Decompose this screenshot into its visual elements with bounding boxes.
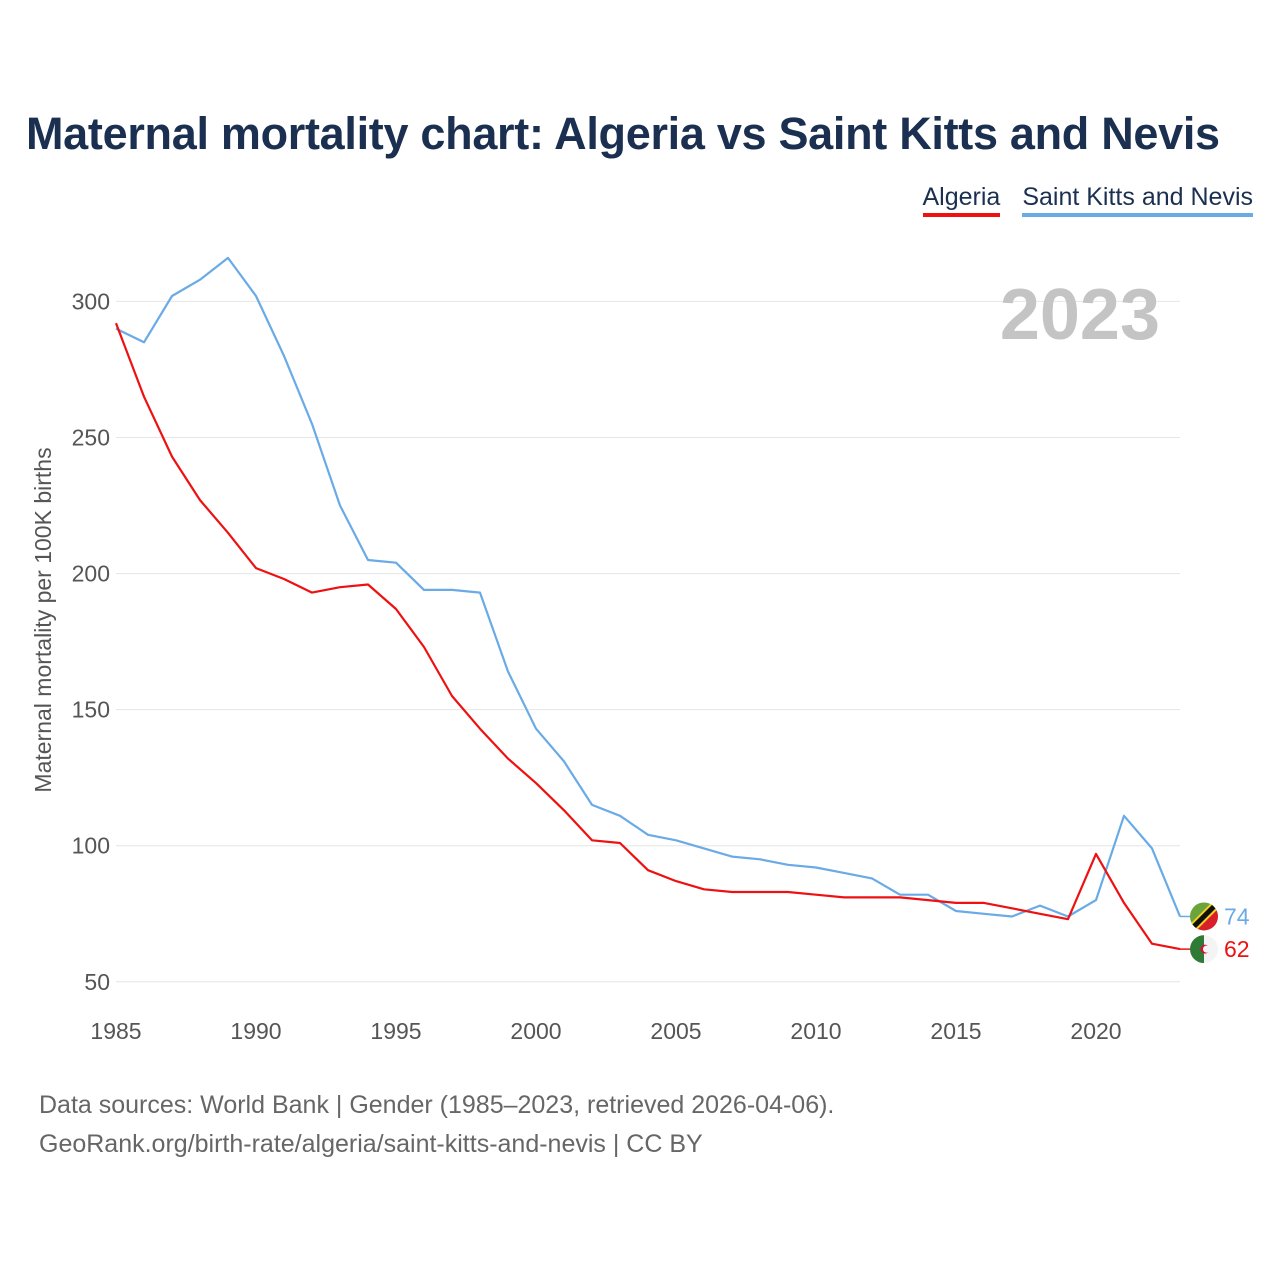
x-tick-label: 2015 (930, 1018, 981, 1044)
end-value-label: 74 (1224, 903, 1250, 929)
y-tick-label: 250 (72, 425, 110, 451)
series-line-saint-kitts-and-nevis[interactable] (115, 256, 1182, 918)
year-watermark: 2023 (1000, 275, 1160, 355)
x-tick-label: 2005 (650, 1018, 701, 1044)
y-tick-label: 200 (72, 561, 110, 587)
legend-item-algeria[interactable]: Algeria (922, 183, 1001, 217)
series-saint-kitts-and-nevis (115, 256, 1182, 918)
x-tick-label: 2000 (510, 1018, 561, 1044)
source-line-1: Data sources: World Bank | Gender (1985–… (39, 1091, 835, 1119)
line-chart: 50 100 150 200 250 300 1985 1990 1995 2000 2005 20… (30, 256, 1250, 1044)
y-axis-ticks: 50 100 150 200 250 300 (72, 288, 110, 994)
series-line-algeria[interactable] (114, 322, 1181, 951)
series-algeria (114, 322, 1181, 951)
y-axis-label: Maternal mortality per 100K births (30, 447, 56, 792)
x-tick-label: 1985 (90, 1018, 141, 1044)
gridlines (116, 300, 1180, 983)
y-tick-label: 150 (72, 697, 110, 723)
y-tick-label: 100 (72, 833, 110, 859)
x-tick-label: 1990 (230, 1018, 281, 1044)
legend-item-saint-kitts-and-nevis[interactable]: Saint Kitts and Nevis (1022, 183, 1253, 217)
y-tick-label: 300 (72, 288, 110, 314)
x-tick-label: 2020 (1070, 1018, 1121, 1044)
source-note: Data sources: World Bank | Gender (1985–… (39, 1086, 834, 1164)
x-tick-label: 1995 (370, 1018, 421, 1044)
saint-kitts-and-nevis-flag-icon (1190, 902, 1218, 931)
legend: Algeria Saint Kitts and Nevis (922, 183, 1253, 217)
algeria-flag-icon (1190, 935, 1218, 964)
chart-title: Maternal mortality chart: Algeria vs Sai… (26, 108, 1220, 159)
source-line-2[interactable]: GeoRank.org/birth-rate/algeria/saint-kit… (39, 1130, 703, 1158)
series (114, 256, 1182, 951)
x-axis-ticks: 1985 1990 1995 2000 2005 2010 2015 2020 (90, 1018, 1121, 1044)
x-tick-label: 2010 (790, 1018, 841, 1044)
y-tick-label: 50 (84, 969, 110, 995)
end-value-label: 62 (1224, 936, 1250, 962)
